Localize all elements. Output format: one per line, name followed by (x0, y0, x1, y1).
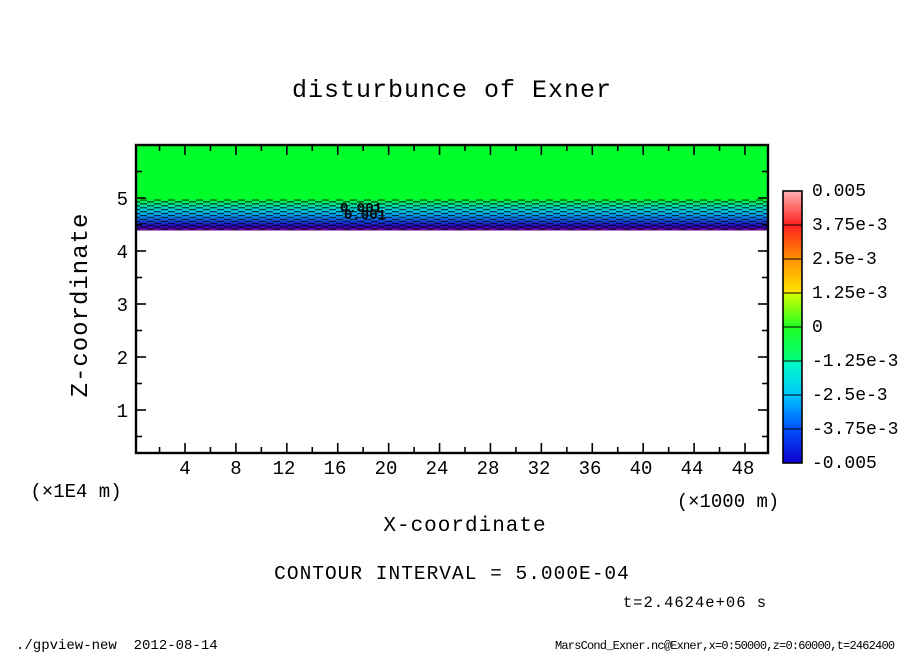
svg-text:0.001: 0.001 (344, 208, 386, 224)
